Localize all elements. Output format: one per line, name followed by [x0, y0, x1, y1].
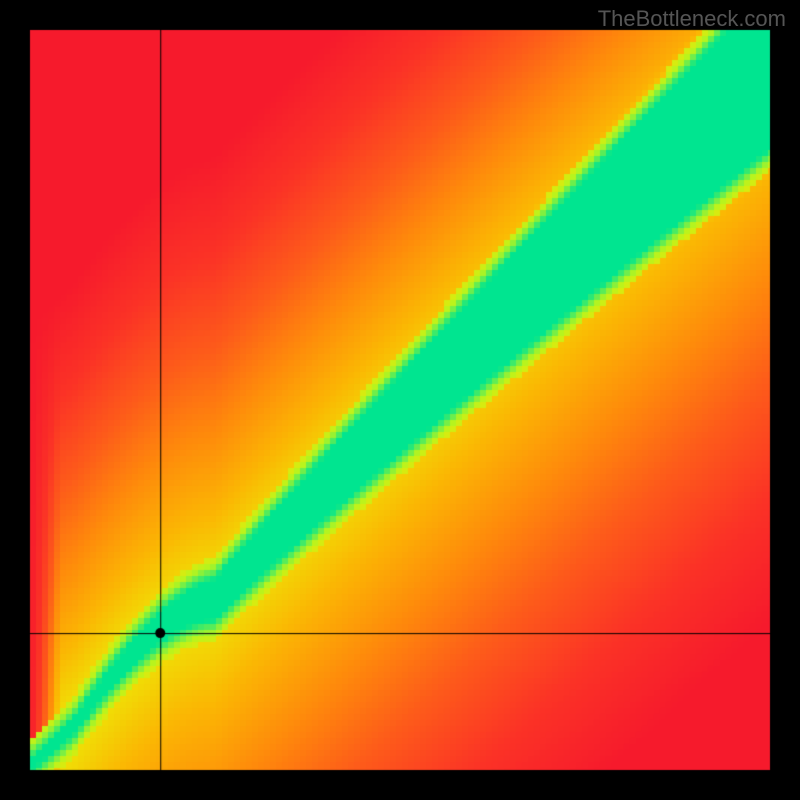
chart-container: TheBottleneck.com [0, 0, 800, 800]
heatmap-canvas [0, 0, 800, 800]
watermark-text: TheBottleneck.com [598, 6, 786, 32]
